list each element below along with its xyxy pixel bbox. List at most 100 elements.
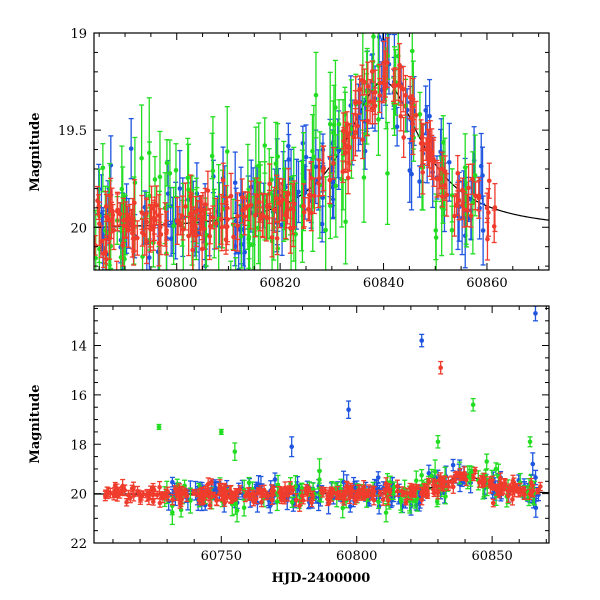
x-tick-label: 60850 bbox=[471, 549, 512, 564]
data-point bbox=[105, 487, 111, 497]
data-point bbox=[125, 489, 131, 501]
x-tick-label: 60800 bbox=[336, 549, 377, 564]
data-point bbox=[330, 146, 336, 180]
data-point bbox=[168, 220, 174, 257]
x-tick-label: 60820 bbox=[259, 276, 300, 291]
data-point bbox=[394, 106, 400, 147]
data-point bbox=[299, 489, 305, 503]
data-point bbox=[174, 196, 180, 245]
data-point bbox=[325, 491, 331, 500]
data-point bbox=[410, 77, 416, 121]
data-point bbox=[427, 140, 433, 177]
x-tick-label: 60750 bbox=[201, 549, 242, 564]
data-point bbox=[461, 466, 467, 480]
data-point bbox=[484, 453, 490, 470]
data-point bbox=[316, 159, 322, 197]
data-point bbox=[403, 499, 409, 506]
data-point bbox=[433, 193, 439, 270]
data-point bbox=[191, 488, 197, 496]
data-point bbox=[256, 181, 262, 223]
bottom-ylabel: Magnitude bbox=[28, 384, 43, 463]
data-point bbox=[270, 486, 276, 495]
data-point bbox=[361, 132, 367, 223]
data-point bbox=[509, 493, 515, 506]
data-point bbox=[112, 486, 118, 497]
data-point bbox=[385, 121, 391, 226]
data-point bbox=[172, 485, 178, 493]
data-point bbox=[431, 478, 437, 486]
data-point bbox=[171, 186, 177, 265]
data-point bbox=[527, 436, 533, 448]
data-point bbox=[254, 177, 260, 215]
data-point bbox=[426, 477, 432, 485]
data-point bbox=[177, 213, 183, 236]
data-point bbox=[390, 68, 396, 102]
data-point bbox=[233, 257, 239, 270]
data-point bbox=[242, 490, 248, 503]
bottom-light-curve-panel: Magnitude HJD-2400000 60750 60800 60850 14 1… bbox=[28, 305, 550, 586]
data-point bbox=[383, 477, 389, 490]
data-point bbox=[444, 173, 450, 217]
data-point bbox=[290, 485, 296, 495]
data-point bbox=[472, 466, 478, 475]
data-point bbox=[400, 490, 406, 498]
data-point bbox=[369, 92, 375, 125]
y-tick-label: 14 bbox=[70, 340, 87, 355]
data-point bbox=[188, 174, 194, 219]
data-point bbox=[197, 201, 203, 232]
data-point bbox=[375, 471, 381, 484]
data-point bbox=[417, 165, 423, 198]
data-point bbox=[123, 201, 129, 238]
data-point bbox=[521, 486, 527, 493]
data-point bbox=[169, 476, 175, 488]
data-point bbox=[262, 117, 268, 174]
data-point bbox=[450, 479, 456, 494]
data-point bbox=[224, 106, 230, 198]
data-point bbox=[479, 475, 485, 489]
data-point bbox=[128, 209, 134, 231]
data-point bbox=[232, 442, 238, 461]
data-point bbox=[346, 131, 352, 165]
data-point bbox=[311, 177, 317, 215]
data-point bbox=[273, 121, 279, 206]
data-point bbox=[439, 151, 445, 187]
data-point bbox=[446, 122, 452, 202]
x-tick-label: 60800 bbox=[156, 276, 197, 291]
data-point bbox=[301, 183, 307, 230]
data-point bbox=[492, 182, 498, 233]
data-point bbox=[223, 485, 229, 500]
data-point bbox=[459, 177, 465, 203]
data-point bbox=[496, 483, 502, 491]
data-point bbox=[537, 481, 543, 492]
data-point bbox=[184, 489, 190, 503]
top-light-curve-panel: Magnitude 60800 60820 60840 60860 19 19.5 20 bbox=[28, 27, 550, 329]
data-point bbox=[419, 333, 425, 348]
data-point bbox=[493, 462, 499, 476]
data-point bbox=[480, 195, 486, 266]
data-point bbox=[157, 480, 163, 494]
data-point bbox=[206, 492, 212, 501]
data-point bbox=[252, 193, 258, 238]
data-point bbox=[336, 99, 342, 150]
data-point bbox=[359, 64, 365, 96]
data-point bbox=[231, 222, 237, 252]
data-point bbox=[429, 134, 435, 170]
data-point bbox=[98, 225, 104, 259]
data-point bbox=[413, 100, 419, 130]
data-point bbox=[122, 484, 128, 497]
data-point bbox=[114, 260, 120, 270]
data-point bbox=[134, 220, 140, 256]
data-point bbox=[440, 475, 446, 488]
data-point bbox=[346, 400, 352, 419]
data-point bbox=[407, 482, 413, 494]
data-point bbox=[213, 197, 219, 250]
data-point bbox=[139, 194, 145, 231]
data-point bbox=[207, 208, 213, 245]
data-point bbox=[377, 489, 383, 497]
data-point bbox=[453, 193, 459, 217]
data-point bbox=[114, 273, 119, 329]
data-point bbox=[173, 143, 179, 198]
data-point bbox=[490, 498, 496, 508]
data-point bbox=[484, 217, 490, 261]
data-point bbox=[487, 479, 493, 494]
